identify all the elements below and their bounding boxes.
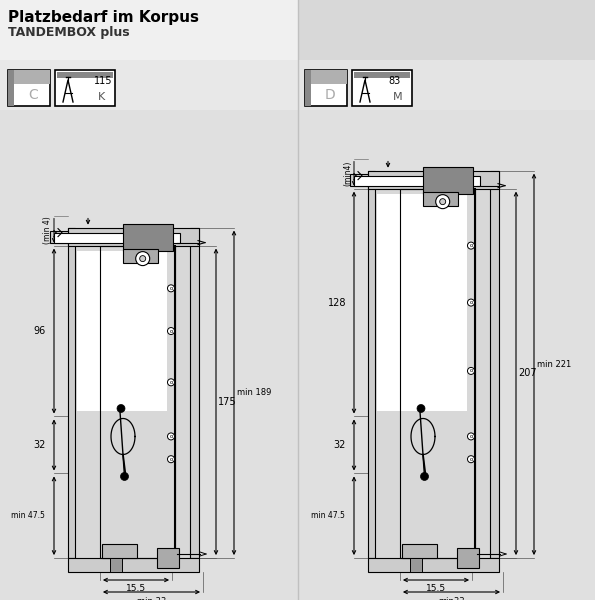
Bar xyxy=(400,188,475,558)
Text: 32: 32 xyxy=(34,440,46,450)
Text: (min 4): (min 4) xyxy=(43,217,52,244)
Bar xyxy=(157,548,179,568)
Bar xyxy=(190,227,199,558)
Text: o: o xyxy=(469,243,472,248)
Circle shape xyxy=(421,472,428,481)
Circle shape xyxy=(417,404,425,412)
Bar xyxy=(368,558,499,572)
Bar xyxy=(123,224,173,251)
Bar xyxy=(457,548,479,568)
Circle shape xyxy=(140,256,146,262)
Bar xyxy=(422,167,473,194)
Bar xyxy=(8,70,50,85)
Circle shape xyxy=(468,456,474,463)
Bar xyxy=(68,558,199,572)
Text: min 221: min 221 xyxy=(537,360,571,369)
Bar xyxy=(410,558,422,572)
Bar xyxy=(8,70,14,106)
Circle shape xyxy=(117,404,125,412)
Bar xyxy=(402,544,437,558)
Bar xyxy=(377,194,467,412)
Circle shape xyxy=(168,328,174,335)
Bar xyxy=(298,60,595,110)
Circle shape xyxy=(168,285,174,292)
Circle shape xyxy=(468,367,474,374)
Bar xyxy=(68,227,199,245)
Bar xyxy=(50,230,68,242)
Text: o: o xyxy=(170,329,173,334)
Text: C: C xyxy=(29,88,38,102)
Bar xyxy=(305,70,311,106)
Text: o: o xyxy=(469,300,472,305)
Bar xyxy=(422,191,458,206)
Bar xyxy=(305,70,347,85)
Bar xyxy=(0,110,595,600)
Bar xyxy=(123,248,158,263)
Bar xyxy=(100,245,175,558)
Bar xyxy=(375,188,490,558)
Bar xyxy=(368,170,375,558)
Bar xyxy=(77,251,167,412)
Text: min 33: min 33 xyxy=(137,597,166,600)
Text: o: o xyxy=(170,380,173,385)
Bar xyxy=(354,72,410,78)
Bar xyxy=(352,70,412,106)
Circle shape xyxy=(468,299,474,306)
Text: M: M xyxy=(393,92,402,102)
Text: 15.5: 15.5 xyxy=(126,584,146,593)
Bar xyxy=(0,0,298,60)
Circle shape xyxy=(440,199,446,205)
Text: min 47.5: min 47.5 xyxy=(311,511,345,520)
Bar xyxy=(54,233,180,242)
Text: o: o xyxy=(469,457,472,462)
Bar xyxy=(57,72,113,78)
Text: o: o xyxy=(170,286,173,291)
Text: o: o xyxy=(469,434,472,439)
Circle shape xyxy=(121,472,129,481)
Bar xyxy=(298,0,595,60)
Bar xyxy=(68,227,75,558)
Text: o: o xyxy=(170,434,173,439)
Text: 128: 128 xyxy=(327,298,346,308)
Text: min 47.5: min 47.5 xyxy=(11,511,45,520)
Bar xyxy=(490,170,499,558)
Text: 83: 83 xyxy=(388,76,400,86)
Bar xyxy=(102,544,137,558)
Text: o: o xyxy=(170,457,173,462)
Circle shape xyxy=(468,242,474,249)
Circle shape xyxy=(136,251,150,266)
Circle shape xyxy=(168,433,174,440)
Circle shape xyxy=(168,456,174,463)
Text: 207: 207 xyxy=(518,368,537,379)
Circle shape xyxy=(468,433,474,440)
Text: 175: 175 xyxy=(218,397,237,407)
Bar xyxy=(8,70,50,106)
Text: 32: 32 xyxy=(334,440,346,450)
Bar xyxy=(354,176,480,185)
Circle shape xyxy=(168,379,174,386)
Text: K: K xyxy=(98,92,105,102)
Bar xyxy=(75,245,190,558)
Circle shape xyxy=(436,194,450,209)
Bar xyxy=(110,558,122,572)
Text: min33: min33 xyxy=(438,597,465,600)
Text: 115: 115 xyxy=(94,76,112,86)
Bar xyxy=(0,60,298,110)
Text: D: D xyxy=(325,88,336,102)
Bar xyxy=(305,70,347,106)
Bar xyxy=(368,170,499,188)
Bar xyxy=(350,173,368,185)
Text: 96: 96 xyxy=(34,326,46,336)
Bar xyxy=(55,70,115,106)
Text: 15.5: 15.5 xyxy=(426,584,446,593)
Text: min 189: min 189 xyxy=(237,388,271,397)
Text: o: o xyxy=(469,368,472,373)
Text: TANDEMBOX plus: TANDEMBOX plus xyxy=(8,26,130,39)
Text: (min4): (min4) xyxy=(343,161,352,187)
Text: Platzbedarf im Korpus: Platzbedarf im Korpus xyxy=(8,10,199,25)
